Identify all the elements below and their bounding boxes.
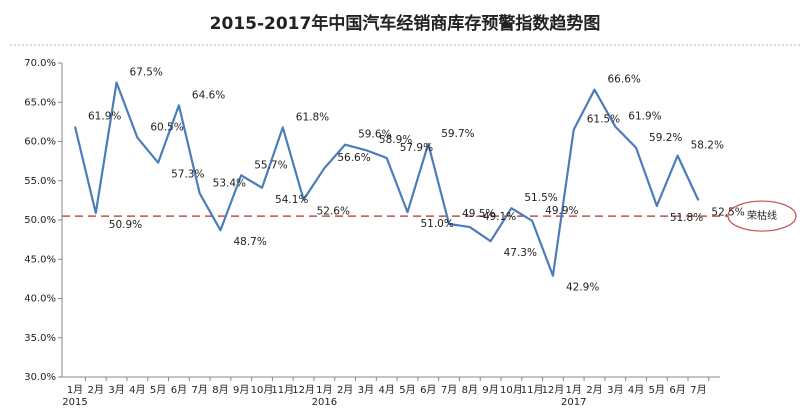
x-tick-label: 1月: [566, 384, 582, 396]
x-tick-label: 4月: [628, 384, 644, 396]
data-label: 52.5%: [711, 206, 744, 218]
data-label: 49.5%: [462, 208, 495, 220]
data-label: 51.5%: [524, 192, 557, 204]
data-label: 61.8%: [296, 111, 329, 123]
x-tick-label: 12月: [292, 384, 315, 396]
year-label: 2016: [312, 397, 337, 408]
data-label: 47.3%: [504, 247, 537, 259]
x-tick-label: 7月: [191, 384, 207, 396]
x-tick-label: 6月: [171, 384, 187, 396]
data-label: 59.7%: [441, 128, 474, 140]
x-tick-label: 3月: [358, 384, 374, 396]
reference-badge: [727, 200, 797, 232]
x-tick-label: 12月: [542, 384, 565, 396]
x-tick-label: 8月: [212, 384, 228, 396]
x-tick-label: 1月: [316, 384, 332, 396]
x-tick-label: 5月: [649, 384, 665, 396]
y-tick-label: 70.0%: [24, 58, 56, 69]
data-label: 58.9%: [379, 134, 412, 146]
data-label: 51.0%: [420, 218, 453, 230]
x-tick-label: 10月: [500, 384, 523, 396]
data-label: 59.2%: [649, 132, 682, 144]
y-tick-label: 30.0%: [24, 372, 56, 383]
y-tick-label: 45.0%: [24, 254, 56, 265]
series-line: [73, 81, 700, 277]
data-label: 67.5%: [130, 67, 163, 79]
x-tick-label: 10月: [251, 384, 274, 396]
x-tick-label: 11月: [271, 384, 294, 396]
data-label: 42.9%: [566, 282, 599, 294]
chart-title: 2015-2017年中国汽车经销商库存预警指数趋势图: [210, 13, 601, 34]
y-tick-label: 60.0%: [24, 137, 56, 148]
data-label: 53.4%: [213, 177, 246, 189]
x-tick-label: 6月: [669, 384, 685, 396]
x-tick-label: 5月: [150, 384, 166, 396]
data-label: 61.9%: [628, 111, 661, 123]
data-label: 56.6%: [337, 152, 370, 164]
x-tick-label: 4月: [129, 384, 145, 396]
reference-label: 荣枯线: [747, 209, 777, 222]
y-tick-label: 35.0%: [24, 333, 56, 344]
x-tick-label: 2月: [586, 384, 602, 396]
x-tick-label: 9月: [482, 384, 498, 396]
data-label: 57.3%: [171, 169, 204, 181]
data-label: 52.6%: [317, 206, 350, 218]
x-tick-label: 6月: [420, 384, 436, 396]
x-tick-label: 5月: [399, 384, 415, 396]
x-tick-label: 2月: [337, 384, 353, 396]
data-label: 51.8%: [670, 212, 703, 224]
x-tick-label: 8月: [462, 384, 478, 396]
y-tick-label: 65.0%: [24, 97, 56, 108]
data-label: 55.7%: [254, 159, 287, 171]
x-tick-label: 7月: [441, 384, 457, 396]
data-label: 59.6%: [358, 129, 391, 141]
x-tick-label: 1月: [67, 384, 83, 396]
y-tick-label: 40.0%: [24, 294, 56, 305]
data-label: 61.5%: [587, 114, 620, 126]
x-tick-label: 3月: [607, 384, 623, 396]
x-tick-label: 7月: [690, 384, 706, 396]
x-tick-label: 3月: [108, 384, 124, 396]
data-label: 49.1%: [483, 211, 516, 223]
data-label: 60.5%: [150, 122, 183, 134]
data-label: 64.6%: [192, 89, 225, 101]
x-tick-label: 2月: [88, 384, 104, 396]
x-tick-label: 11月: [521, 384, 544, 396]
data-label: 66.6%: [608, 74, 641, 86]
data-label: 50.9%: [109, 219, 142, 231]
year-label: 2015: [62, 397, 87, 408]
data-label: 48.7%: [233, 236, 266, 248]
y-tick-label: 55.0%: [24, 176, 56, 187]
x-tick-label: 9月: [233, 384, 249, 396]
data-label: 54.1%: [275, 194, 308, 206]
data-label: 49.9%: [545, 205, 578, 217]
year-label: 2017: [561, 397, 586, 408]
x-tick-label: 4月: [379, 384, 395, 396]
data-label: 61.9%: [88, 111, 121, 123]
data-label: 58.2%: [691, 140, 724, 152]
data-label: 57.9%: [400, 142, 433, 154]
y-tick-label: 50.0%: [24, 215, 56, 226]
